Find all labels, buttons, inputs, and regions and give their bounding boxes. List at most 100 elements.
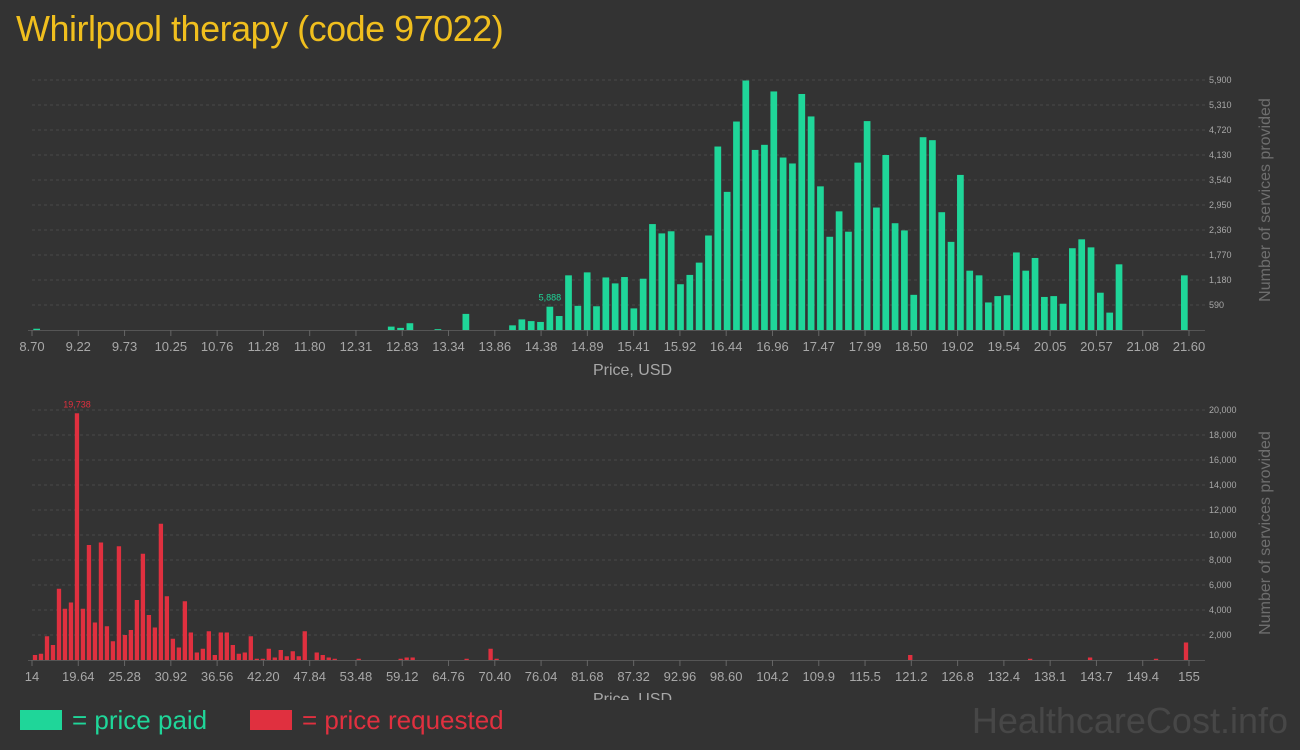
x-tick-label: 64.76 xyxy=(432,669,465,684)
y-axis-label: Number of services provided xyxy=(1257,98,1274,302)
x-tick-label: 10.76 xyxy=(201,339,234,354)
bar xyxy=(314,652,319,660)
x-tick-label: 19.54 xyxy=(988,339,1021,354)
x-tick-label: 53.48 xyxy=(340,669,373,684)
bar xyxy=(723,191,731,330)
bar xyxy=(98,542,104,660)
bar xyxy=(1027,658,1033,660)
bar xyxy=(1031,257,1039,330)
bar xyxy=(882,155,890,330)
y-axis-label: Number of services provided xyxy=(1257,431,1274,635)
legend-paid: = price paid xyxy=(20,704,207,736)
legend-paid-swatch xyxy=(20,710,62,730)
bar xyxy=(272,657,277,660)
x-tick-label: 15.41 xyxy=(617,339,650,354)
y-tick-label: 1,180 xyxy=(1209,275,1232,285)
x-tick-label: 12.83 xyxy=(386,339,419,354)
bar xyxy=(901,230,908,330)
bar xyxy=(537,321,544,330)
y-tick-label: 10,000 xyxy=(1209,530,1237,540)
bar xyxy=(695,262,703,330)
x-tick-label: 12.31 xyxy=(340,339,373,354)
y-tick-label: 6,000 xyxy=(1209,580,1232,590)
x-tick-label: 13.34 xyxy=(432,339,465,354)
bar xyxy=(705,235,712,330)
x-tick-label: 115.5 xyxy=(849,669,881,684)
bar xyxy=(611,283,619,330)
bar xyxy=(994,296,1002,330)
bar xyxy=(326,657,331,660)
charts-canvas: 590 1,180 1,770 2,360 2,950 3,540 4,130 4,720 5,… xyxy=(19,75,1274,700)
bar xyxy=(807,116,815,331)
bar xyxy=(86,545,92,660)
bar xyxy=(714,146,722,330)
x-tick-label: 76.04 xyxy=(525,669,558,684)
bar xyxy=(733,121,740,330)
bar xyxy=(1059,303,1067,330)
bar xyxy=(44,636,50,660)
bar xyxy=(116,546,122,660)
bar xyxy=(891,223,899,330)
bar xyxy=(649,224,656,330)
bar xyxy=(194,652,200,660)
x-tick-label: 16.96 xyxy=(756,339,789,354)
bar xyxy=(761,144,768,330)
x-tick-label: 42.20 xyxy=(247,669,280,684)
x-tick-label: 149.4 xyxy=(1126,669,1159,684)
y-tick-label: 12,000 xyxy=(1209,505,1237,515)
bar xyxy=(1096,292,1104,330)
y-tick-label: 1,770 xyxy=(1209,250,1232,260)
y-tick-label: 4,720 xyxy=(1209,125,1232,135)
bar xyxy=(667,231,675,330)
legend-requested-swatch xyxy=(250,710,292,730)
legend-paid-label: = price paid xyxy=(72,704,208,735)
x-axis-label: Price, USD xyxy=(593,691,672,700)
bar xyxy=(779,157,787,330)
bar xyxy=(170,638,176,660)
bar xyxy=(404,657,409,660)
bar xyxy=(975,275,983,330)
bar xyxy=(1087,657,1093,660)
bar xyxy=(236,653,241,660)
bar xyxy=(509,325,516,330)
bar xyxy=(919,137,927,330)
bar xyxy=(128,630,134,660)
x-tick-label: 109.9 xyxy=(802,669,835,684)
bar xyxy=(410,657,415,660)
bar xyxy=(104,626,110,660)
bar xyxy=(593,306,600,330)
legend-requested-label: = price requested xyxy=(302,704,504,735)
y-tick-label: 2,360 xyxy=(1209,225,1232,235)
bar xyxy=(1115,264,1123,330)
y-tick-label: 8,000 xyxy=(1209,555,1232,565)
x-tick-label: 59.12 xyxy=(386,669,419,684)
x-tick-label: 30.92 xyxy=(155,669,188,684)
bar xyxy=(206,631,212,660)
max-value-label: 5,888 xyxy=(539,293,562,303)
bar xyxy=(639,278,647,330)
bar xyxy=(406,323,414,330)
bar xyxy=(164,596,170,660)
x-tick-label: 132.4 xyxy=(988,669,1021,684)
bar xyxy=(854,162,862,330)
bar xyxy=(152,627,158,660)
bar xyxy=(50,645,56,660)
bar xyxy=(74,413,80,660)
bar xyxy=(546,306,554,330)
bar xyxy=(565,275,572,330)
x-tick-label: 17.47 xyxy=(802,339,835,354)
y-tick-label: 16,000 xyxy=(1209,455,1237,465)
x-axis-label: Price, USD xyxy=(593,362,672,379)
bar xyxy=(555,316,563,330)
bar xyxy=(158,523,164,660)
bar xyxy=(134,600,140,660)
bar xyxy=(630,308,638,330)
bar xyxy=(798,93,806,330)
bar xyxy=(33,328,41,330)
x-tick-label: 19.64 xyxy=(62,669,95,684)
x-tick-label: 14.89 xyxy=(571,339,604,354)
bar xyxy=(957,174,964,330)
bar xyxy=(494,658,499,660)
page-title: Whirlpool therapy (code 97022) xyxy=(16,8,504,49)
x-tick-label: 81.68 xyxy=(571,669,604,684)
